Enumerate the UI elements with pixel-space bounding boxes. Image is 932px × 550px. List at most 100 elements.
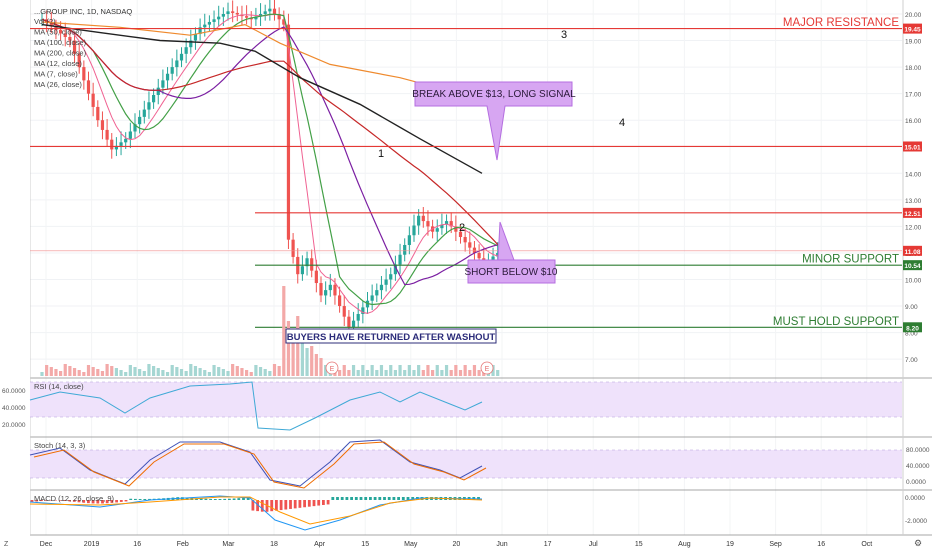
earnings-marker-label: E xyxy=(485,366,490,373)
x-axis-label: Jun xyxy=(496,541,507,548)
candle xyxy=(49,22,53,27)
volume-bar xyxy=(310,346,314,376)
volume-bar xyxy=(54,369,58,376)
price-axis-tick-label: 13.00 xyxy=(905,198,922,205)
volume-bar xyxy=(477,370,481,376)
candle xyxy=(91,93,95,107)
volume-bar xyxy=(198,368,202,376)
volume-bar xyxy=(305,348,309,376)
macd-bar xyxy=(143,498,147,500)
macd-bar xyxy=(72,500,76,502)
candle xyxy=(426,221,430,227)
volume-bar xyxy=(268,371,272,376)
candle xyxy=(221,14,225,17)
macd-bar xyxy=(242,497,245,500)
candle xyxy=(356,314,360,321)
candle xyxy=(212,19,216,22)
volume-bar xyxy=(100,371,105,376)
candle xyxy=(342,306,346,317)
volume-bar xyxy=(207,372,211,376)
candle xyxy=(198,27,202,34)
macd-bar xyxy=(138,498,142,500)
volume-bar xyxy=(361,365,365,376)
macd-bar xyxy=(218,498,222,500)
candle xyxy=(393,264,397,275)
x-axis-label: 19 xyxy=(726,541,734,548)
price-tag-label: 11.08 xyxy=(905,249,921,256)
macd-bar xyxy=(331,497,335,500)
macd-bar xyxy=(101,500,104,504)
ma-12-line xyxy=(41,13,498,306)
volume-bar xyxy=(147,364,151,376)
candle xyxy=(361,307,365,315)
macd-bar xyxy=(246,497,250,500)
volume-bar xyxy=(314,354,318,376)
candle xyxy=(217,16,221,20)
wave-label: 1 xyxy=(378,148,384,160)
volume-bar xyxy=(40,372,44,376)
candle xyxy=(119,142,123,146)
candle xyxy=(184,47,188,54)
x-axis-label: Sep xyxy=(769,541,782,548)
candle xyxy=(491,256,495,261)
candle xyxy=(138,116,142,125)
volume-bar xyxy=(468,370,472,376)
candle xyxy=(351,320,356,328)
macd-bar xyxy=(298,500,302,508)
macd-bar xyxy=(369,497,372,500)
macd-bar xyxy=(232,498,236,500)
macd-bar xyxy=(204,498,208,500)
candle xyxy=(235,12,239,15)
macd-bar xyxy=(58,500,62,501)
candle xyxy=(189,40,193,48)
candle xyxy=(333,284,337,296)
macd-bar xyxy=(96,500,100,504)
volume-bar xyxy=(444,365,449,376)
candle xyxy=(384,279,388,285)
macd-bar xyxy=(350,497,353,500)
volume-bar xyxy=(263,369,267,376)
price-axis-tick-label: 9.00 xyxy=(905,304,918,311)
volume-bar xyxy=(189,364,193,376)
volume-bar xyxy=(161,370,165,376)
macd-bar xyxy=(387,497,391,500)
candle xyxy=(114,145,118,150)
x-axis-label: Aug xyxy=(678,541,691,548)
price-tag xyxy=(903,141,922,152)
x-axis-label: 15 xyxy=(361,541,369,548)
legend-item: MA (12, close) xyxy=(34,59,82,68)
macd-bar xyxy=(270,500,274,512)
candle xyxy=(468,242,472,248)
candle xyxy=(347,316,351,328)
price-tag xyxy=(903,260,922,271)
candle xyxy=(68,37,72,41)
macd-bar xyxy=(110,500,114,503)
volume-note-box xyxy=(285,328,497,344)
legend-item: Vol (?) xyxy=(34,17,56,26)
legend-item: MA (7, close) xyxy=(34,70,78,79)
macd-bar xyxy=(251,500,255,511)
macd-bar xyxy=(148,498,151,500)
volume-bar xyxy=(63,364,67,376)
callout-short-text: SHORT BELOW $10 xyxy=(465,267,558,278)
macd-bar xyxy=(44,500,48,501)
volume-bar xyxy=(282,286,286,376)
level-label: MINOR SUPPORT xyxy=(802,254,899,266)
x-axis-label: Apr xyxy=(314,541,326,548)
macd-bar xyxy=(401,497,405,500)
wave-label: 3 xyxy=(561,29,567,41)
volume-bar xyxy=(68,366,72,376)
candle xyxy=(254,16,258,20)
wave-label: 2 xyxy=(459,222,465,234)
macd-bar xyxy=(82,500,86,503)
volume-note-text: BUYERS HAVE RETURNED AFTER WASHOUT xyxy=(287,332,496,343)
price-axis-tick-label: 14.00 xyxy=(905,171,922,178)
volume-bar xyxy=(351,365,356,376)
macd-bar xyxy=(279,500,283,511)
candle xyxy=(156,87,160,95)
x-axis-label: 18 xyxy=(270,541,278,548)
x-axis-label: May xyxy=(404,541,418,548)
macd-bar xyxy=(307,500,311,507)
macd-bar xyxy=(119,500,123,502)
